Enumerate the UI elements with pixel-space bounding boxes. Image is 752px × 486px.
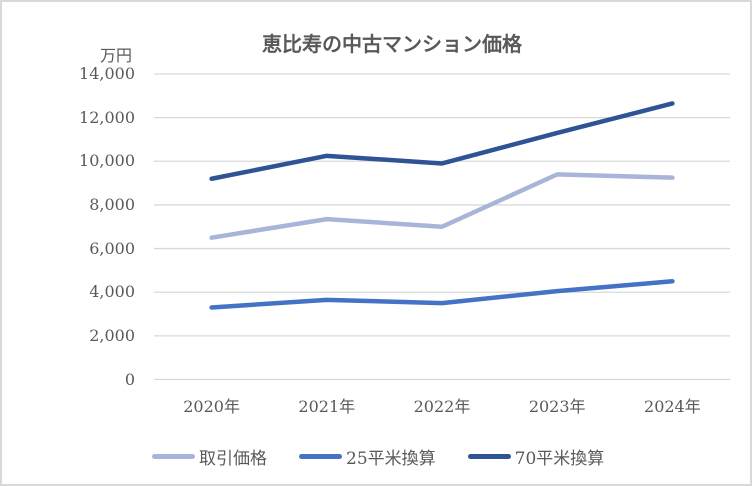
x-axis-tick-label: 2022年 (413, 397, 471, 416)
y-axis-tick-label: 4,000 (89, 282, 135, 302)
y-axis-tick-label: 12,000 (79, 107, 135, 127)
y-axis-tick-label: 14,000 (79, 64, 135, 83)
chart-title: 恵比寿の中古マンション価格 (262, 32, 522, 56)
legend-label: 25平米換算 (346, 449, 436, 469)
y-axis-title: 万円 (99, 46, 132, 65)
y-axis-tick-label: 6,000 (89, 238, 135, 258)
legend-label: 取引価格 (199, 449, 267, 469)
series-line-2 (209, 101, 675, 181)
legend-item-0: 取引価格 (152, 444, 267, 469)
series-line-1 (209, 279, 675, 310)
y-axis-tick-label: 8,000 (89, 194, 135, 214)
x-axis-tick-label: 2024年 (644, 397, 701, 416)
legend: 取引価格 25平米換算 70平米換算 (152, 444, 604, 469)
legend-swatch (467, 454, 511, 459)
x-axis-tick-label: 2021年 (298, 397, 356, 416)
series-line-0 (209, 172, 675, 240)
legend-swatch (299, 454, 342, 459)
legend-swatch (152, 454, 195, 459)
x-axis-tick-label: 2020年 (183, 397, 240, 416)
y-axis-tick-label: 2,000 (89, 325, 135, 345)
x-axis-tick-label: 2023年 (528, 397, 586, 416)
legend-label: 70平米換算 (514, 449, 605, 469)
legend-item-2: 70平米換算 (467, 444, 605, 469)
y-axis-tick-label: 0 (124, 369, 135, 389)
legend-item-1: 25平米換算 (299, 444, 436, 469)
y-axis-tick-label: 10,000 (79, 151, 135, 171)
